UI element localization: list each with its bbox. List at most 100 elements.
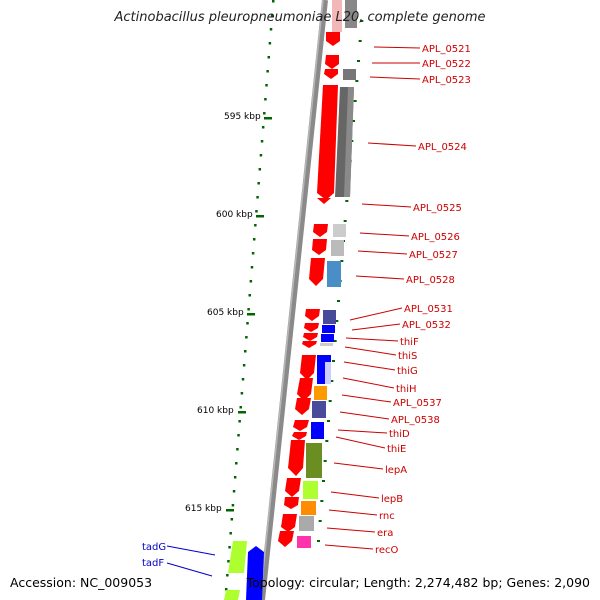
gene-apl-0521[interactable] <box>326 32 340 46</box>
gene-apl-0527[interactable] <box>312 239 327 255</box>
tick-label-595: 595 kbp <box>224 112 261 122</box>
scale-dot <box>226 574 229 577</box>
gene-apl-0523[interactable] <box>324 69 338 79</box>
gene-apl-0525[interactable] <box>317 198 331 204</box>
gene-tadg-arrow[interactable] <box>246 546 264 600</box>
label-apl-0527[interactable]: APL_0527 <box>409 250 458 261</box>
label-connector <box>339 411 390 420</box>
label-connector <box>328 509 378 516</box>
label-apl-0522[interactable]: APL_0522 <box>422 59 471 70</box>
gene-apl-0531[interactable] <box>305 309 320 321</box>
tick-label-610: 610 kbp <box>197 406 234 416</box>
gene-this[interactable] <box>302 341 317 348</box>
scale-dot <box>261 126 265 129</box>
scale-dot <box>237 434 240 437</box>
scale-dot <box>224 588 228 591</box>
track-dot <box>357 60 360 62</box>
label-lepb[interactable]: lepB <box>381 494 403 505</box>
label-connector <box>349 307 403 321</box>
feature-track-ticks <box>317 20 364 542</box>
label-apl-0531[interactable]: APL_0531 <box>404 304 453 315</box>
label-apl-0537[interactable]: APL_0537 <box>393 398 442 409</box>
scale-dot <box>259 154 263 157</box>
label-connector <box>355 275 405 280</box>
label-reco[interactable]: recO <box>375 545 399 556</box>
gene-apl-0526[interactable] <box>313 224 328 237</box>
label-thif[interactable]: thiF <box>400 337 419 348</box>
label-connector <box>367 142 417 147</box>
gene-era[interactable] <box>278 531 294 547</box>
label-connector <box>351 323 401 331</box>
track-dot <box>353 100 357 102</box>
scale-dot <box>269 28 273 31</box>
gene-rnc[interactable] <box>281 514 297 532</box>
label-apl-0526[interactable]: APL_0526 <box>411 232 460 243</box>
label-lepa[interactable]: lepA <box>385 465 407 476</box>
scale-dot <box>272 0 275 3</box>
track-dot <box>327 420 330 422</box>
tick-labels: 595 kbp 600 kbp 605 kbp 610 kbp 615 kbp <box>185 112 261 514</box>
label-thie[interactable]: thiE <box>387 444 406 455</box>
scale-dot <box>232 490 236 493</box>
label-thig[interactable]: thiG <box>397 366 418 377</box>
gene-apl-0524[interactable] <box>317 85 338 200</box>
track-dot <box>355 80 359 82</box>
label-connector <box>324 544 374 550</box>
genome-summary: Topology: circular; Length: 2,274,482 bp… <box>246 575 590 590</box>
gene-labels-left: tadG tadF <box>142 542 216 577</box>
gene-tadf[interactable] <box>224 590 240 600</box>
track-dot <box>328 400 332 402</box>
map-title: Actinobacillus pleuropneumoniae L20, com… <box>114 10 486 25</box>
accession-label: Accession: NC_009053 <box>10 575 153 590</box>
gene-thih[interactable] <box>297 378 313 401</box>
label-connector <box>359 232 410 237</box>
gene-thig[interactable] <box>300 355 316 380</box>
track-dot <box>345 200 349 202</box>
label-connector <box>333 462 384 470</box>
scale-tick <box>264 117 272 120</box>
gene-apl-0528[interactable] <box>309 258 325 286</box>
scale-tick <box>247 313 255 316</box>
scale-dot <box>264 98 267 101</box>
gene-apl-0522[interactable] <box>325 55 339 69</box>
label-era[interactable]: era <box>377 528 393 539</box>
label-connector <box>373 46 421 49</box>
label-apl-0524[interactable]: APL_0524 <box>418 142 467 153</box>
scale-dot <box>258 168 262 171</box>
label-rnc[interactable]: rnc <box>379 511 395 522</box>
gene-lepb[interactable] <box>284 497 299 509</box>
scale-dot <box>267 56 271 59</box>
label-apl-0528[interactable]: APL_0528 <box>406 275 455 286</box>
label-this[interactable]: thiS <box>398 351 417 362</box>
label-apl-0525[interactable]: APL_0525 <box>413 203 462 214</box>
scale-dot <box>231 504 235 507</box>
gene-thie[interactable] <box>288 440 305 476</box>
label-thid[interactable]: thiD <box>389 429 410 440</box>
scale-dot <box>265 84 268 87</box>
gene-thid[interactable] <box>292 432 307 440</box>
gene-thif[interactable] <box>303 333 318 341</box>
gene-tadg[interactable] <box>228 541 247 573</box>
gene-labels-right: APL_0521 APL_0522 APL_0523 APL_0524 APL_… <box>375 44 471 556</box>
scale-dot <box>252 238 256 241</box>
gene-apl-0538[interactable] <box>293 420 309 431</box>
label-apl-0523[interactable]: APL_0523 <box>422 75 471 86</box>
scale-dot <box>248 294 251 297</box>
gene-lepa[interactable] <box>285 478 301 497</box>
label-connector <box>361 203 412 208</box>
scale-dot <box>240 392 244 395</box>
gene-apl-0537[interactable] <box>295 398 311 415</box>
label-connectors <box>324 46 421 550</box>
gene-apl-0532[interactable] <box>304 323 319 332</box>
scale-dot <box>257 182 260 185</box>
track-dot <box>358 40 362 42</box>
label-apl-0538[interactable]: APL_0538 <box>391 415 440 426</box>
label-thih[interactable]: thiH <box>396 384 417 395</box>
label-connector <box>342 377 395 389</box>
label-connector <box>343 361 396 371</box>
label-tadg[interactable]: tadG <box>142 542 166 553</box>
label-tadf[interactable]: tadF <box>142 558 164 569</box>
label-apl-0521[interactable]: APL_0521 <box>422 44 471 55</box>
track-dot <box>330 380 334 382</box>
label-apl-0532[interactable]: APL_0532 <box>402 320 451 331</box>
